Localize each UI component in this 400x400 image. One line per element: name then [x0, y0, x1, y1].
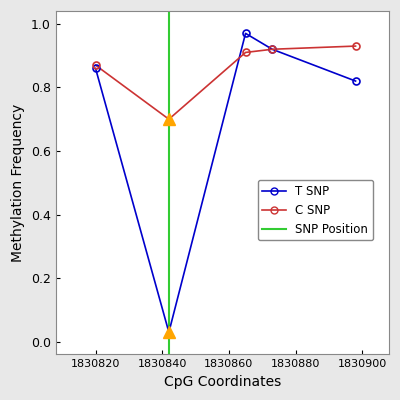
Y-axis label: Methylation Frequency: Methylation Frequency — [11, 104, 25, 262]
Legend: T SNP, C SNP, SNP Position: T SNP, C SNP, SNP Position — [258, 180, 373, 240]
X-axis label: CpG Coordinates: CpG Coordinates — [164, 375, 281, 389]
